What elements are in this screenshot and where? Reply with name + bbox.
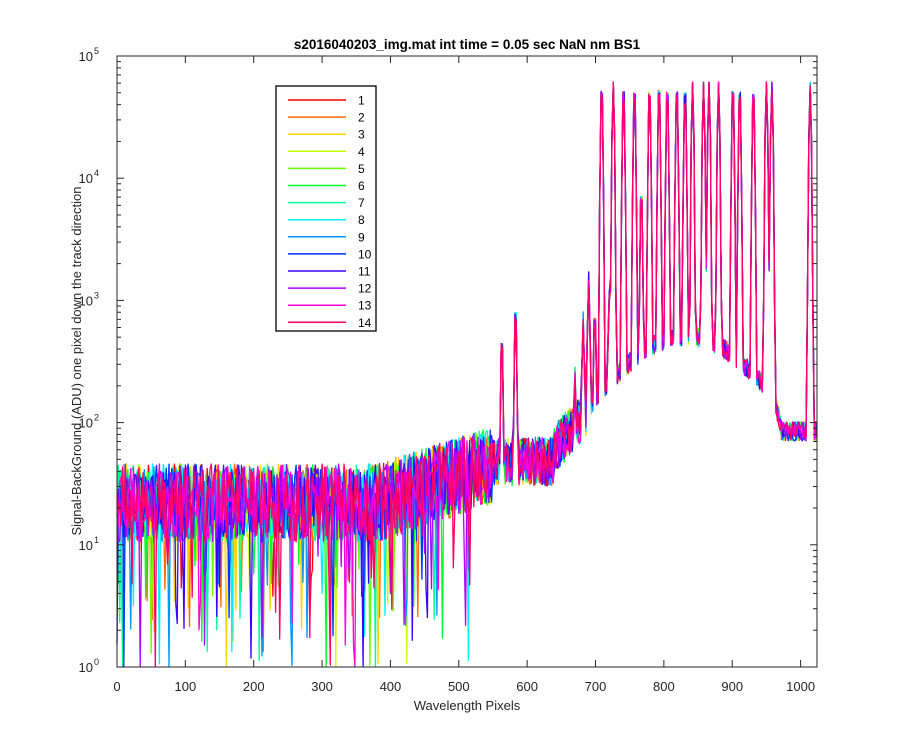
chart-title: s2016040203_img.mat int time = 0.05 sec … xyxy=(294,37,641,52)
y-tick-exponent: 4 xyxy=(94,168,99,178)
series-line-14 xyxy=(116,81,818,668)
y-tick-exponent: 3 xyxy=(94,290,99,300)
x-tick-label: 1000 xyxy=(786,679,815,694)
legend-label: 4 xyxy=(358,145,365,159)
legend-label: 14 xyxy=(358,316,372,330)
x-tick-label: 400 xyxy=(380,679,402,694)
y-tick-base: 10 xyxy=(79,538,93,553)
legend-label: 9 xyxy=(358,230,365,244)
x-tick-label: 100 xyxy=(175,679,197,694)
y-tick-exponent: 1 xyxy=(94,535,99,545)
x-axis-label: Wavelength Pixels xyxy=(414,698,521,713)
legend-label: 5 xyxy=(358,162,365,176)
y-axis-label: Signal-BackGround (ADU) one pixel down t… xyxy=(69,186,84,535)
x-tick-label: 900 xyxy=(721,679,743,694)
y-tick-exponent: 2 xyxy=(94,413,99,423)
y-tick-label: 10 xyxy=(79,660,93,675)
x-tick-label: 0 xyxy=(113,679,120,694)
x-tick-label: 500 xyxy=(448,679,470,694)
y-tick-base: 10 xyxy=(79,660,93,675)
y-tick-label: 10 xyxy=(79,538,93,553)
x-tick-label: 700 xyxy=(585,679,607,694)
y-tick-label: 10 xyxy=(79,293,93,308)
y-tick-label: 10 xyxy=(79,171,93,186)
plot-frame xyxy=(116,55,818,668)
x-tick-label: 800 xyxy=(653,679,675,694)
y-tick-base: 10 xyxy=(79,416,93,431)
plot-background xyxy=(117,56,817,667)
y-tick-base: 10 xyxy=(79,49,93,64)
legend-label: 2 xyxy=(358,111,365,125)
legend-label: 8 xyxy=(358,213,365,227)
legend-label: 11 xyxy=(358,265,371,279)
y-tick-exponent: 0 xyxy=(94,657,99,667)
x-axis: 0 100 200 300 400 500 600 700 800 900 1000 xyxy=(113,56,815,694)
x-tick-label: 200 xyxy=(243,679,265,694)
legend-label: 10 xyxy=(358,247,372,261)
series-layer xyxy=(116,81,818,668)
legend-label: 3 xyxy=(358,128,365,142)
y-tick-exponent: 5 xyxy=(94,46,99,56)
y-tick-label: 10 xyxy=(79,49,93,64)
x-tick-label: 600 xyxy=(516,679,538,694)
legend-label: 12 xyxy=(358,282,372,296)
legend-label: 1 xyxy=(358,94,365,108)
x-tick-label: 300 xyxy=(311,679,333,694)
y-tick-base: 10 xyxy=(79,293,93,308)
legend-label: 13 xyxy=(358,299,372,313)
y-tick-base: 10 xyxy=(79,171,93,186)
y-tick-label: 10 xyxy=(79,416,93,431)
legend-box xyxy=(275,85,377,332)
legend-label: 7 xyxy=(358,196,365,210)
legend-label: 6 xyxy=(358,179,365,193)
